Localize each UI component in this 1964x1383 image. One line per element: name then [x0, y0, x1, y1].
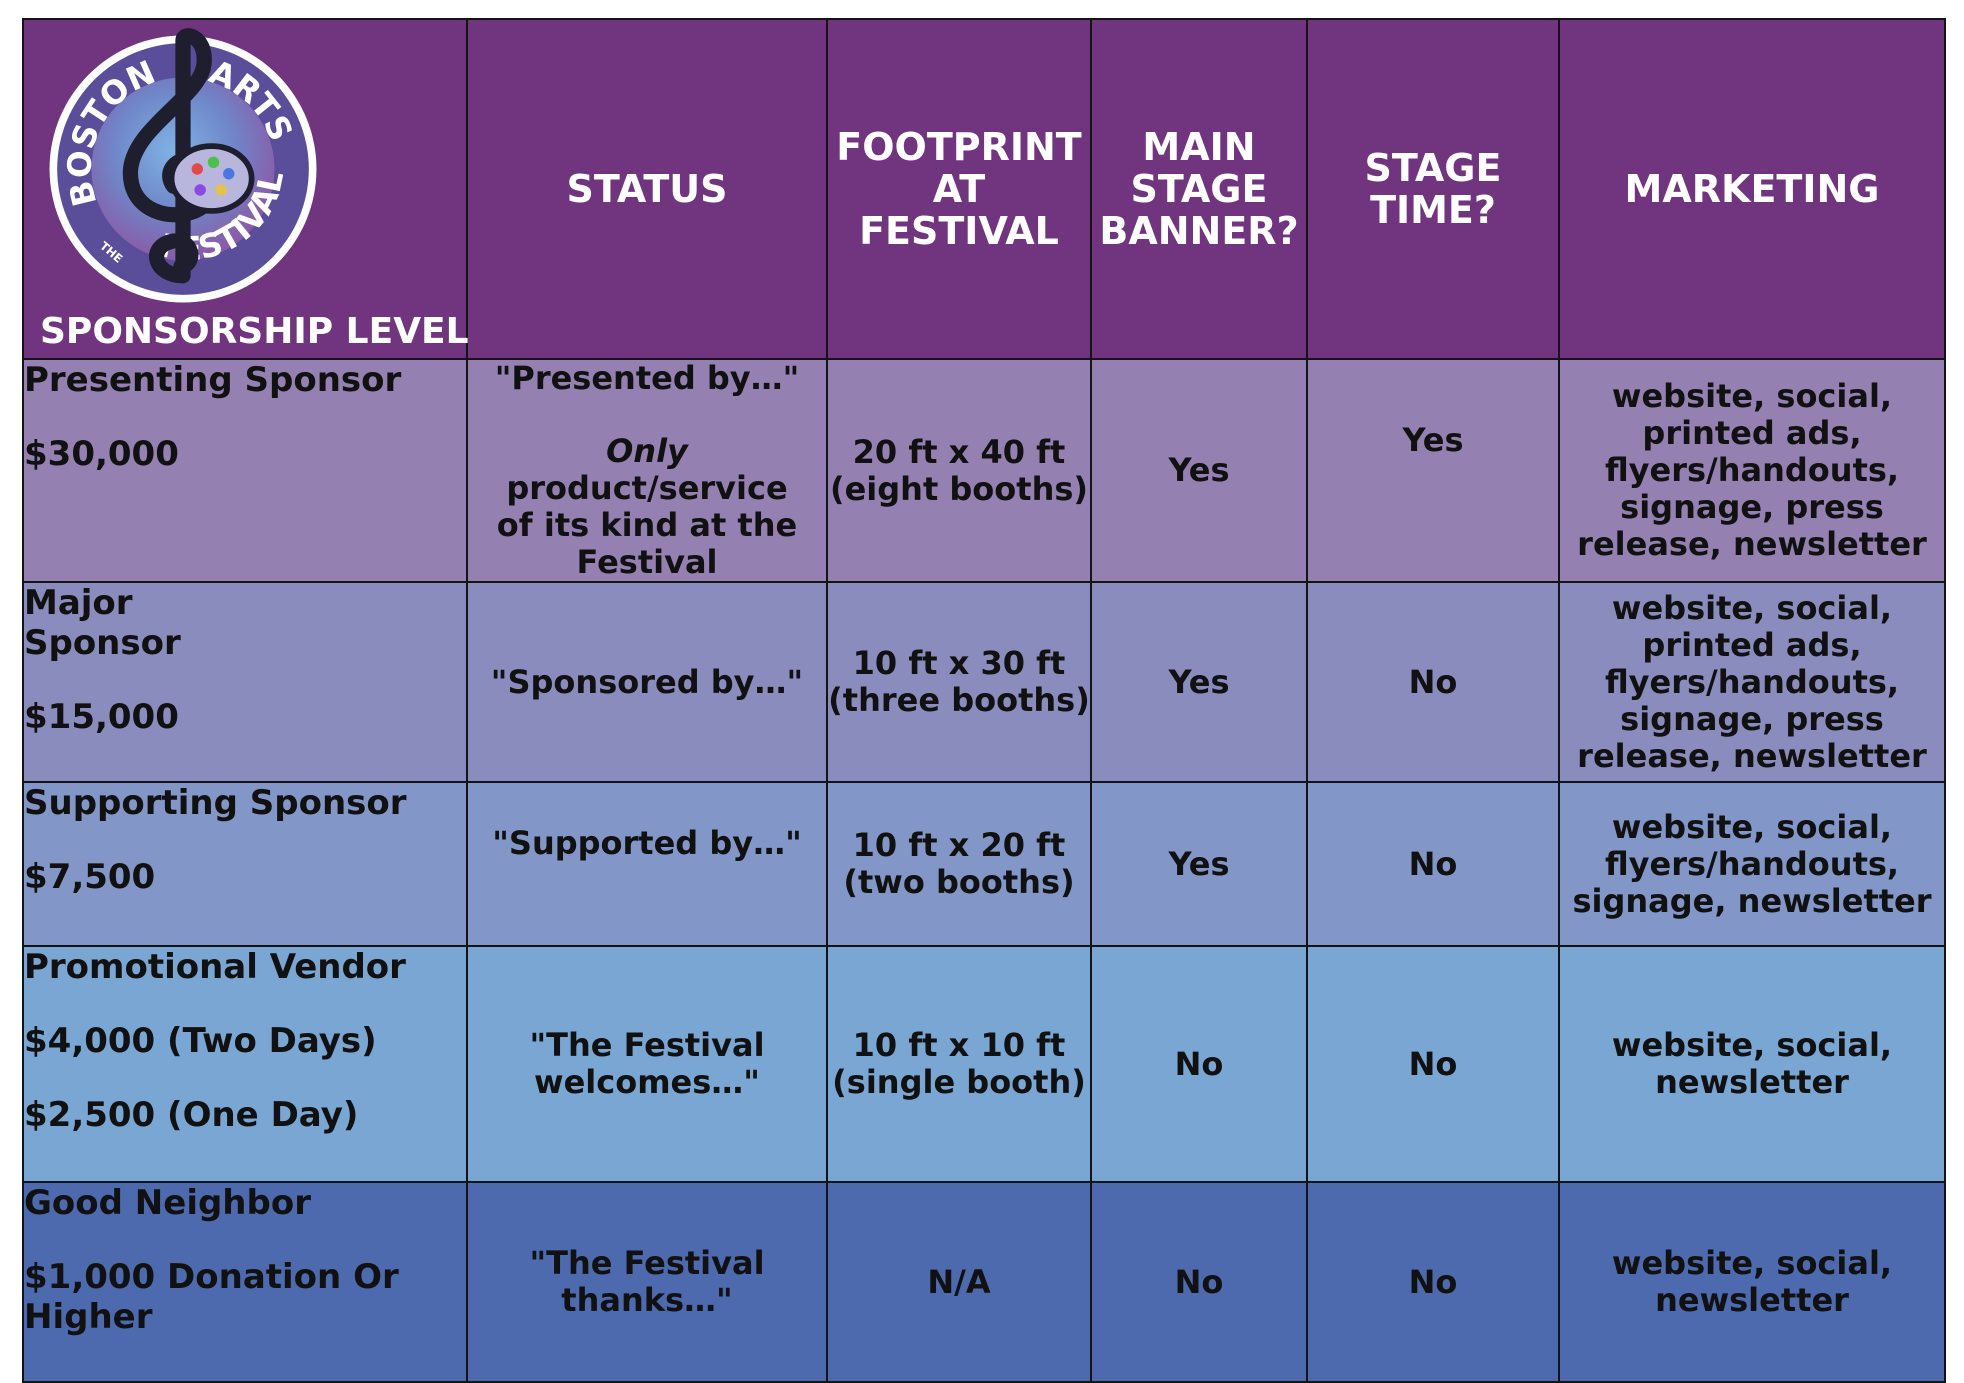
level-price: $1,000 Donation Or Higher [24, 1257, 399, 1337]
level-name: Good Neighbor [24, 1183, 311, 1223]
level-name: Presenting Sponsor [24, 360, 402, 400]
logo-header-cell: BOSTON ARTS FESTIVAL THE SPONSORSHIP LEV… [22, 18, 469, 360]
table-row: Promotional Vendor $4,000 (Two Days) $2,… [22, 945, 1946, 1183]
status-emphasis: Only [606, 432, 688, 470]
level-cell: Presenting Sponsor $30,000 [22, 358, 468, 583]
header-row: BOSTON ARTS FESTIVAL THE SPONSORSHIP LEV… [22, 18, 1946, 360]
level-price: $4,000 (Two Days) [24, 1021, 377, 1061]
banner-cell: No [1090, 1181, 1308, 1383]
stage-time-cell: No [1306, 581, 1560, 783]
footprint-header: FOOTPRINT AT FESTIVAL [826, 18, 1092, 360]
banner-header: MAIN STAGE BANNER? [1090, 18, 1308, 360]
table-row: Major Sponsor $15,000 "Sponsored by…" 10… [22, 581, 1946, 783]
marketing-cell: website, social, newsletter [1558, 1181, 1946, 1383]
marketing-cell: website, social, printed ads, flyers/han… [1558, 581, 1946, 783]
sponsorship-level-header: SPONSORSHIP LEVEL [40, 311, 469, 352]
level-name: Supporting Sponsor [24, 783, 407, 823]
level-cell: Supporting Sponsor $7,500 [22, 781, 468, 947]
status-cell: "Sponsored by…" [466, 581, 828, 783]
level-price: $30,000 [24, 434, 179, 474]
marketing-cell: website, social, newsletter [1558, 945, 1946, 1183]
stage-time-cell: No [1306, 945, 1560, 1183]
stage-time-cell: No [1306, 1181, 1560, 1383]
footprint-cell: 10 ft x 10 ft (single booth) [826, 945, 1092, 1183]
footprint-cell: N/A [826, 1181, 1092, 1383]
banner-cell: Yes [1090, 781, 1308, 947]
level-price: $15,000 [24, 697, 179, 737]
marketing-cell: website, social, printed ads, flyers/han… [1558, 358, 1946, 583]
status-cell: "Supported by…" [466, 781, 828, 947]
sponsorship-table: BOSTON ARTS FESTIVAL THE SPONSORSHIP LEV… [22, 18, 1946, 1383]
banner-cell: Yes [1090, 358, 1308, 583]
sponsorship-sheet: BOSTON ARTS FESTIVAL THE SPONSORSHIP LEV… [22, 18, 1946, 1383]
status-text: "Presented by…" [494, 359, 800, 397]
level-name: Promotional Vendor [24, 947, 406, 987]
status-header: STATUS [466, 18, 828, 360]
footprint-cell: 10 ft x 20 ft (two booths) [826, 781, 1092, 947]
stage-time-cell: No [1306, 781, 1560, 947]
footprint-cell: 10 ft x 30 ft (three booths) [826, 581, 1092, 783]
status-cell: "The Festival welcomes…" [466, 945, 828, 1183]
footprint-cell: 20 ft x 40 ft (eight booths) [826, 358, 1092, 583]
level-name: Major Sponsor [24, 583, 181, 663]
status-detail: product/service of its kind at the Festi… [496, 469, 798, 581]
stage-time-cell: Yes [1306, 358, 1560, 583]
table-row: Good Neighbor $1,000 Donation Or Higher … [22, 1181, 1946, 1383]
level-price: $7,500 [24, 857, 156, 897]
stage-time-header: STAGE TIME? [1306, 18, 1560, 360]
level-price-one-day: $2,500 (One Day) [24, 1095, 359, 1135]
banner-cell: Yes [1090, 581, 1308, 783]
level-cell: Promotional Vendor $4,000 (Two Days) $2,… [22, 945, 468, 1183]
boston-arts-festival-logo: BOSTON ARTS FESTIVAL THE [49, 28, 317, 303]
status-cell: "Presented by…" Only product/service of … [466, 358, 828, 583]
marketing-cell: website, social, flyers/handouts, signag… [1558, 781, 1946, 947]
level-cell: Good Neighbor $1,000 Donation Or Higher [22, 1181, 468, 1383]
status-cell: "The Festival thanks…" [466, 1181, 828, 1383]
marketing-header: MARKETING [1558, 18, 1946, 360]
table-row: Presenting Sponsor $30,000 "Presented by… [22, 358, 1946, 583]
level-cell: Major Sponsor $15,000 [22, 581, 468, 783]
banner-cell: No [1090, 945, 1308, 1183]
table-row: Supporting Sponsor $7,500 "Supported by…… [22, 781, 1946, 947]
